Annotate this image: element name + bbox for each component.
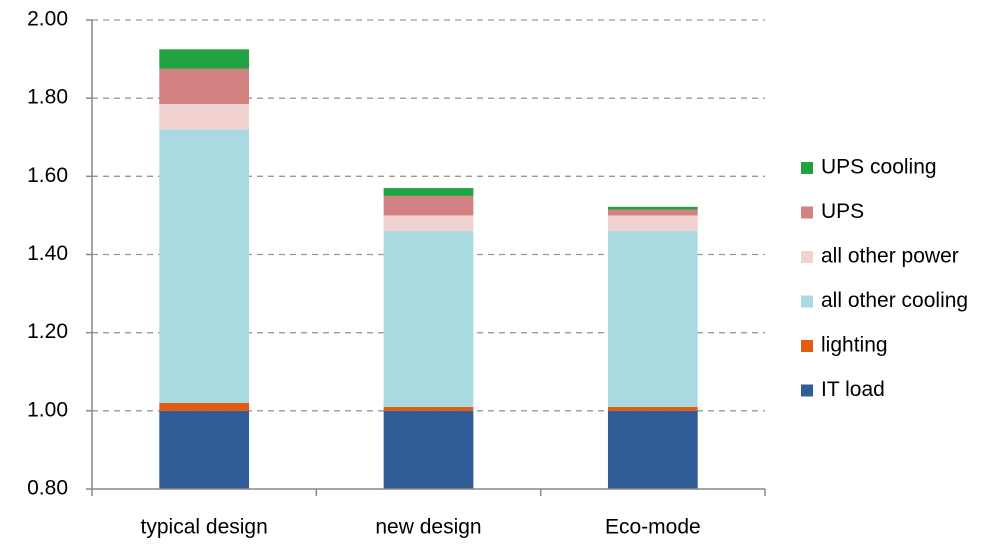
bar-segment: [383, 188, 474, 196]
legend-label: all other cooling: [821, 289, 968, 312]
bar-segment: [607, 406, 698, 411]
legend-swatch: [801, 251, 813, 263]
bar-segment: [159, 104, 250, 130]
legend-swatch: [801, 206, 813, 219]
legend-swatch: [801, 295, 813, 308]
bar-segment: [159, 49, 250, 69]
y-tick-label: 1.80: [27, 86, 68, 109]
bar-segment: [607, 206, 698, 210]
legend-swatch: [801, 340, 813, 352]
y-tick-label: 1.40: [27, 242, 68, 265]
y-tick-label: 1.00: [27, 398, 68, 421]
y-tick-label: 2.00: [27, 8, 68, 31]
legend-swatch: [801, 384, 813, 397]
bar-segment: [607, 231, 698, 407]
bar-segment: [159, 410, 250, 489]
y-tick-label: 0.80: [27, 477, 68, 500]
bar-segment: [159, 129, 250, 404]
y-tick-label: 1.60: [27, 164, 68, 187]
bar-segment: [383, 406, 474, 411]
y-tick-label: 1.20: [27, 320, 68, 343]
bar-segment: [159, 68, 250, 105]
bar-segment: [159, 403, 250, 411]
legend-label: UPS: [821, 200, 864, 223]
legend-label: IT load: [821, 378, 885, 401]
bar-segment: [383, 410, 474, 489]
bar-segment: [607, 410, 698, 489]
bar-segment: [383, 231, 474, 407]
legend-swatch: [801, 162, 813, 174]
x-tick-label: typical design: [141, 516, 268, 539]
bar-segment: [607, 209, 698, 216]
x-tick-label: new design: [375, 516, 481, 539]
legend-label: lighting: [821, 334, 888, 357]
legend-label: UPS cooling: [821, 156, 937, 179]
legend-label: all other power: [821, 245, 959, 268]
bar-segment: [383, 215, 474, 232]
bar-segment: [383, 195, 474, 216]
bar-segment: [607, 215, 698, 232]
x-tick-label: Eco-mode: [605, 516, 701, 539]
